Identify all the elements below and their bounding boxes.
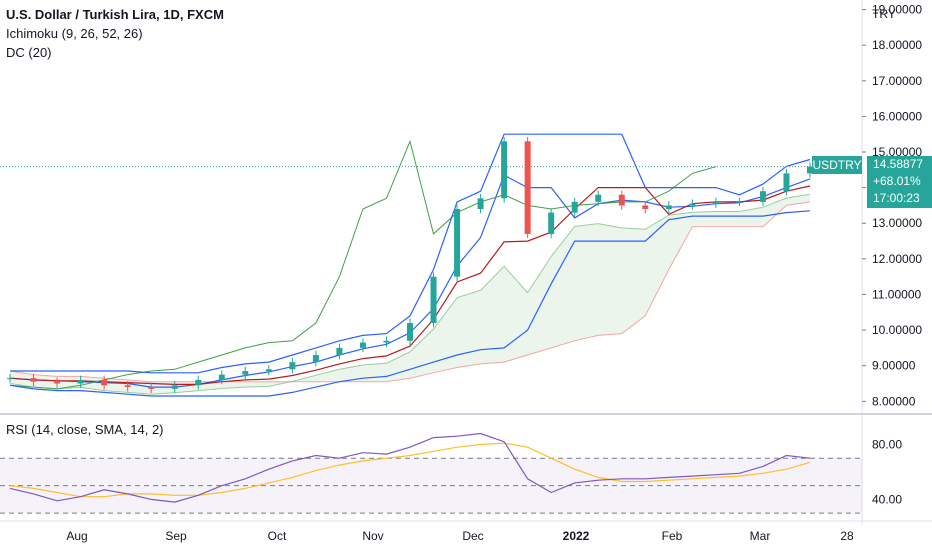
candle-body	[407, 322, 413, 341]
price-axis: 8.00000 9.00000 10.00000 11.00000 12.00000 13…	[862, 3, 922, 408]
time-tick-label: 28	[840, 529, 854, 543]
time-tick-label: Aug	[66, 529, 87, 543]
candle-body	[712, 201, 719, 204]
candle-body	[312, 355, 319, 363]
candle-body	[124, 385, 131, 388]
price-tick-label: 16.00000	[872, 109, 922, 123]
candle-body	[548, 212, 555, 234]
candle-body	[783, 173, 790, 192]
candle-body	[101, 379, 108, 386]
candle-body	[171, 385, 178, 389]
candle-body	[665, 205, 672, 209]
rsi-line	[9, 432, 811, 503]
chart-legend: U.S. Dollar / Turkish Lira, 1D, FXCM Ich…	[6, 5, 224, 62]
ichimoku-cloud	[9, 193, 811, 395]
candle-body	[289, 362, 296, 370]
candle-body	[642, 205, 649, 209]
rsi-indicator-label[interactable]: RSI (14, close, SMA, 14, 2)	[6, 422, 164, 437]
candle-body	[759, 191, 766, 202]
candle-body	[595, 194, 602, 202]
candle-body	[148, 387, 155, 389]
candle-body	[242, 371, 249, 375]
time-tick-label: Sep	[165, 529, 187, 543]
candle-body	[689, 203, 696, 206]
candle-body	[336, 347, 343, 356]
price-tick-label: 9.00000	[872, 359, 916, 373]
price-change: +68.01%	[873, 174, 921, 188]
candle-body	[54, 381, 61, 384]
donchian-indicator-label[interactable]: DC (20)	[6, 45, 52, 60]
candle-body	[430, 276, 437, 323]
price-tick-label: 18.00000	[872, 38, 922, 52]
bar-countdown: 17:00:23	[873, 191, 920, 205]
rsi-tick-label: 80.00	[872, 437, 902, 451]
price-tick-label: 12.00000	[872, 252, 922, 266]
candle-body	[477, 198, 484, 209]
candle-body	[736, 201, 743, 203]
candle-body	[383, 340, 390, 343]
senkou-span-a	[9, 193, 811, 395]
candle-body	[501, 141, 508, 199]
senkou-span-b	[9, 201, 811, 383]
candle-body	[807, 166, 813, 174]
ichimoku-indicator-label[interactable]: Ichimoku (9, 26, 52, 26)	[6, 26, 143, 41]
time-tick-label: 2022	[563, 529, 590, 543]
donchian-upper	[10, 133, 811, 374]
time-tick-label: Nov	[362, 529, 383, 543]
symbol-tag: USDTRY	[812, 156, 862, 174]
grid-lines	[0, 0, 932, 525]
time-tick-label: Mar	[750, 529, 771, 543]
chart-title: U.S. Dollar / Turkish Lira, 1D, FXCM	[6, 7, 224, 22]
candle-body	[7, 378, 13, 380]
time-tick-label: Oct	[268, 529, 287, 543]
price-tick-label: 10.00000	[872, 323, 922, 337]
last-price: 14.58877	[873, 157, 924, 171]
candle-body	[30, 378, 37, 382]
price-tick-label: 13.00000	[872, 216, 922, 230]
currency-label: TRY	[872, 7, 896, 21]
price-tick-label: 11.00000	[872, 287, 921, 301]
candle-body	[618, 194, 625, 206]
rsi-panel: 40.00 80.00	[0, 432, 902, 514]
rsi-ma-line	[9, 442, 811, 498]
price-badge: 14.58877 +68.01% 17:00:23	[867, 156, 932, 208]
base-line	[9, 185, 811, 385]
candle-body	[454, 209, 461, 277]
price-tick-label: 8.00000	[872, 394, 916, 408]
indicator-lines	[0, 133, 862, 397]
rsi-band-fill	[0, 458, 862, 514]
price-tick-label: 17.00000	[872, 74, 922, 88]
candle-body	[265, 369, 272, 372]
price-tick-label: 15.00000	[872, 145, 922, 159]
price-tick-label: 19.00000	[872, 3, 922, 17]
rsi-tick-label: 40.00	[872, 492, 902, 506]
candle-body	[524, 141, 531, 234]
cloud-fill	[10, 194, 810, 395]
donchian-lower	[9, 210, 811, 397]
time-axis: Aug Sep Oct Nov Dec 2022 Feb Mar 28	[66, 529, 854, 543]
candle-body	[195, 379, 202, 386]
candles	[7, 137, 813, 394]
time-tick-label: Feb	[662, 529, 683, 543]
candle-body	[571, 201, 578, 213]
candle-body	[218, 374, 225, 380]
candle-body	[359, 342, 366, 348]
candle-body	[77, 379, 84, 384]
time-tick-label: Dec	[462, 529, 483, 543]
